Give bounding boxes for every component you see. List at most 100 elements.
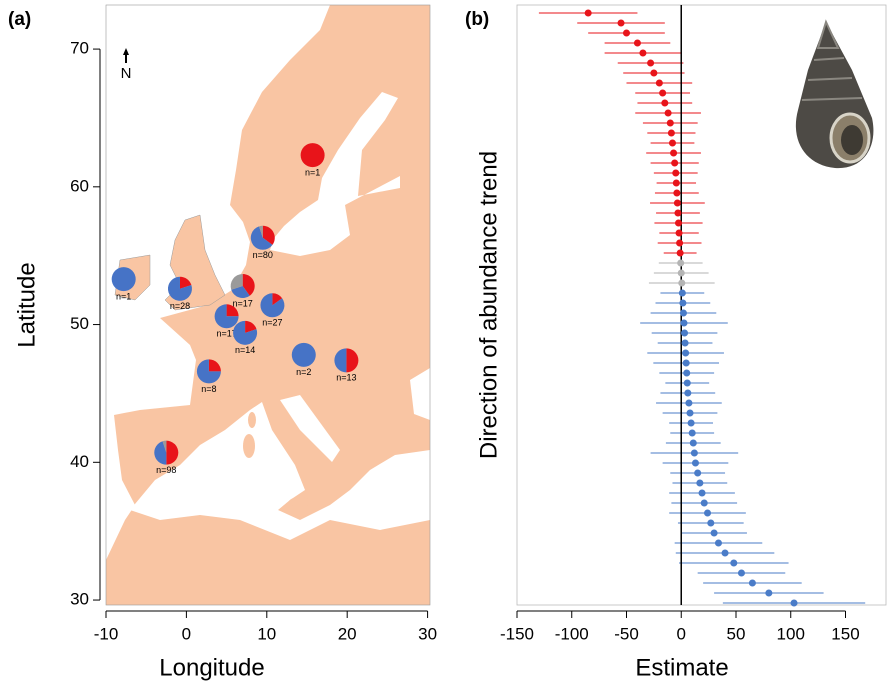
- estimate-dot: [659, 89, 667, 97]
- estimate-dot: [672, 179, 680, 187]
- pie-slice: [166, 440, 179, 465]
- y-tick-label: 70: [70, 39, 89, 58]
- pie-label: n=98: [156, 465, 176, 475]
- estimate-dot: [676, 249, 684, 257]
- y-axis-title: Direction of abundance trend: [475, 151, 502, 459]
- pie-slice: [226, 304, 239, 317]
- estimate-dot: [700, 499, 708, 507]
- pie-slice: [231, 285, 250, 298]
- estimate-dot: [691, 459, 699, 467]
- pie: n=17: [214, 304, 239, 339]
- pie-label: n=1: [116, 291, 131, 301]
- estimate-dot: [704, 509, 712, 517]
- estimate-dot: [696, 479, 704, 487]
- map: [105, 4, 431, 606]
- estimate-dot: [690, 449, 698, 457]
- estimate-dot: [668, 139, 676, 147]
- x-tick-label: 20: [338, 624, 357, 643]
- sardinia: [243, 434, 255, 458]
- y-tick-label: 60: [70, 176, 89, 195]
- x-tick-label: 0: [677, 624, 686, 643]
- north-arrow: [123, 48, 129, 63]
- estimate-dot: [666, 119, 674, 127]
- estimate-dot: [683, 379, 691, 387]
- estimate-dot: [675, 219, 683, 227]
- pie-label: n=1: [305, 168, 320, 178]
- sicily: [289, 497, 311, 507]
- pie-slice: [291, 342, 316, 367]
- pie-label: n=80: [253, 250, 273, 260]
- panel-title: (b): [465, 9, 489, 30]
- estimate-dot: [730, 559, 738, 567]
- estimate-dot: [682, 359, 690, 367]
- pie-slice: [196, 359, 221, 384]
- y-tick-label: 30: [70, 590, 89, 609]
- pie-slice: [334, 348, 347, 373]
- x-tick-label: -150: [500, 624, 534, 643]
- estimate-dot: [679, 309, 687, 317]
- pie-label: n=2: [296, 367, 311, 377]
- pie: n=2: [291, 342, 316, 377]
- estimate-dot: [686, 409, 694, 417]
- estimate-dot: [670, 149, 678, 157]
- pie: n=13: [334, 348, 359, 383]
- pie-slice: [242, 273, 255, 296]
- x-tick-label: 50: [727, 624, 746, 643]
- map-frame: [105, 4, 431, 606]
- black-sea: [410, 368, 430, 420]
- estimate-dot: [679, 299, 687, 307]
- estimate-dot: [689, 439, 697, 447]
- pie-slice: [250, 226, 273, 250]
- pie-slice: [262, 225, 275, 245]
- estimate-dot: [647, 59, 655, 67]
- estimate-dot: [737, 569, 745, 577]
- pie-label: n=8: [201, 384, 216, 394]
- pie-slice: [245, 320, 257, 333]
- estimate-dot: [678, 289, 686, 297]
- estimate-dot: [667, 129, 675, 137]
- x-axis-title: Estimate: [635, 654, 728, 681]
- estimate-dot: [681, 339, 689, 347]
- x-axis-title: Longitude: [159, 654, 264, 681]
- estimate-dot: [675, 229, 683, 237]
- estimate-dot: [677, 269, 685, 277]
- estimate-dot: [677, 259, 685, 267]
- pie-slice: [346, 348, 359, 373]
- estimate-dot: [622, 29, 630, 37]
- estimate-dot: [617, 19, 625, 27]
- pie-slice: [179, 276, 192, 289]
- pie-label: n=13: [336, 373, 356, 383]
- estimate-dot: [676, 239, 684, 247]
- pie: n=80: [250, 225, 275, 260]
- baltic-sea: [270, 92, 400, 256]
- pie: n=28: [167, 276, 192, 311]
- pie-slice: [214, 304, 239, 329]
- estimate-dot: [639, 49, 647, 57]
- estimate-dot: [584, 9, 592, 17]
- pie-label: n=27: [262, 318, 282, 328]
- y-axis-title: Latitude: [13, 262, 40, 347]
- estimate-dot: [661, 99, 669, 107]
- estimate-dot: [678, 279, 686, 287]
- estimate-dot: [748, 579, 756, 587]
- y-tick-label: 40: [70, 452, 89, 471]
- estimate-dot: [721, 549, 729, 557]
- x-tick-label: 30: [418, 624, 437, 643]
- pie: n=1: [111, 267, 136, 301]
- estimate-dot: [680, 319, 688, 327]
- snail-image: [795, 19, 874, 169]
- estimate-dot: [707, 519, 715, 527]
- estimate-dot: [650, 69, 658, 77]
- pie-slice: [167, 276, 192, 301]
- pie-slice: [111, 267, 136, 292]
- estimate-dot: [674, 209, 682, 217]
- pie-label: n=17: [216, 329, 236, 339]
- estimate-dot: [698, 489, 706, 497]
- estimate-dot: [673, 189, 681, 197]
- pie-slice: [233, 320, 258, 345]
- estimate-dot: [655, 79, 663, 87]
- x-tick-label: -10: [94, 624, 119, 643]
- pie-slice: [259, 225, 263, 238]
- estimate-dot: [672, 169, 680, 177]
